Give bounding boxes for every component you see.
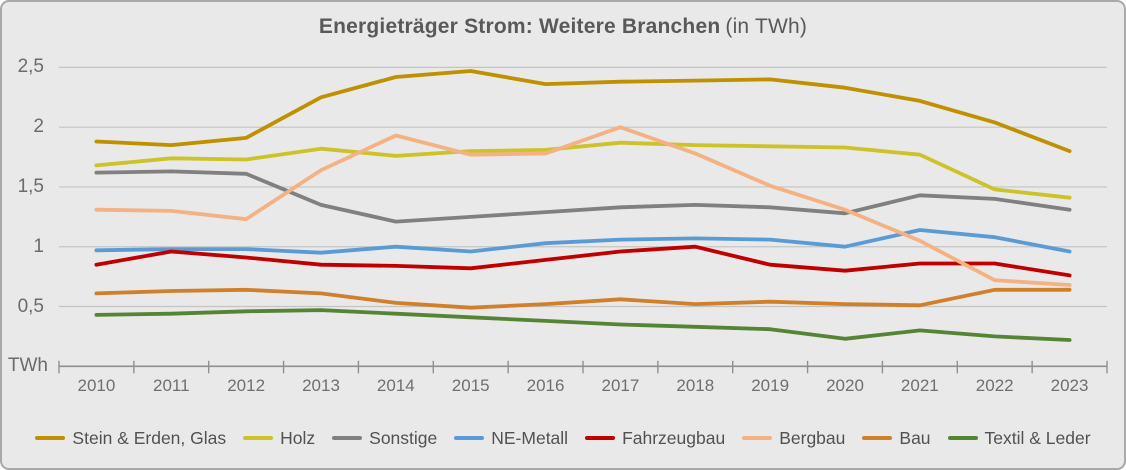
x-axis-year-label: 2019 [751, 376, 790, 395]
series-line-holz [94, 140, 1072, 200]
series-line-bergbau [94, 125, 1072, 287]
legend-item-label: Bau [899, 427, 931, 448]
legend-item: NE-Metall [454, 428, 568, 449]
legend-item-label: NE-Metall [491, 427, 569, 448]
chart-title-main: Energieträger Strom: Weitere Branchen [318, 15, 721, 38]
x-axis-year-label: 2011 [153, 376, 190, 395]
legend-swatch [454, 436, 485, 440]
axis-unit-label: TWh [7, 355, 48, 376]
chart-title: Energieträger Strom: Weitere Branchen (in… [2, 15, 1124, 39]
chart-legend: Stein & Erden, Glas Holz Sonstige NE-Metall… [2, 422, 1124, 454]
chart-title-unit: (in TWh) [725, 15, 808, 38]
x-axis-year-label: 2017 [601, 376, 640, 395]
y-axis-tick-label: 1 [33, 235, 44, 257]
legend-item-label: Stein & Erden, Glas [72, 427, 227, 448]
series-line-stein-erden-glas [94, 69, 1072, 154]
legend-item-label: Textil & Leder [984, 427, 1091, 448]
x-axis-year-label: 2022 [975, 376, 1014, 395]
legend-item-label: Bergbau [779, 427, 846, 448]
legend-item: Bau [862, 427, 931, 449]
legend-item: Sonstige [332, 428, 437, 449]
legend-item-label: Fahrzeugbau [622, 427, 726, 448]
y-axis-tick-label: 2,5 [17, 56, 44, 78]
series-line-ne-metall [94, 228, 1072, 255]
x-axis-year-label: 2013 [302, 376, 340, 395]
y-axis-tick-label: 2 [33, 116, 44, 138]
x-axis-year-label: 2020 [826, 376, 864, 395]
legend-swatch [243, 436, 274, 440]
x-axis-year-label: 2010 [77, 376, 116, 395]
legend-swatch [332, 436, 363, 440]
x-axis-year-label: 2012 [227, 376, 266, 395]
x-axis-year-label: 2023 [1050, 376, 1089, 395]
legend-swatch [947, 436, 978, 440]
legend-swatch [585, 436, 616, 440]
legend-item: Holz [243, 428, 315, 449]
legend-item: Bergbau [742, 428, 845, 449]
y-axis-tick-label: 1,5 [17, 175, 44, 197]
legend-item: Textil & Leder [947, 427, 1091, 449]
x-axis-year-label: 2021 [900, 376, 939, 395]
series-line-textil-leder [94, 308, 1072, 342]
y-axis-tick-label: 0,5 [17, 295, 44, 317]
series-line-sonstige [94, 169, 1072, 224]
x-axis-year-label: 2016 [526, 376, 565, 395]
x-axis-year-label: 2018 [676, 376, 715, 395]
legend-item: Fahrzeugbau [585, 428, 725, 449]
legend-item-label: Holz [280, 427, 316, 448]
x-axis-year-label: 2015 [451, 376, 490, 395]
series-line-fahrzeugbau [94, 244, 1072, 278]
legend-swatch [862, 436, 893, 440]
x-axis-year-label: 2014 [376, 376, 415, 395]
legend-swatch [35, 436, 66, 440]
series-line-bau [94, 287, 1072, 310]
legend-item-label: Sonstige [369, 427, 438, 448]
legend-item: Stein & Erden, Glas [35, 428, 226, 449]
legend-swatch [742, 436, 773, 440]
